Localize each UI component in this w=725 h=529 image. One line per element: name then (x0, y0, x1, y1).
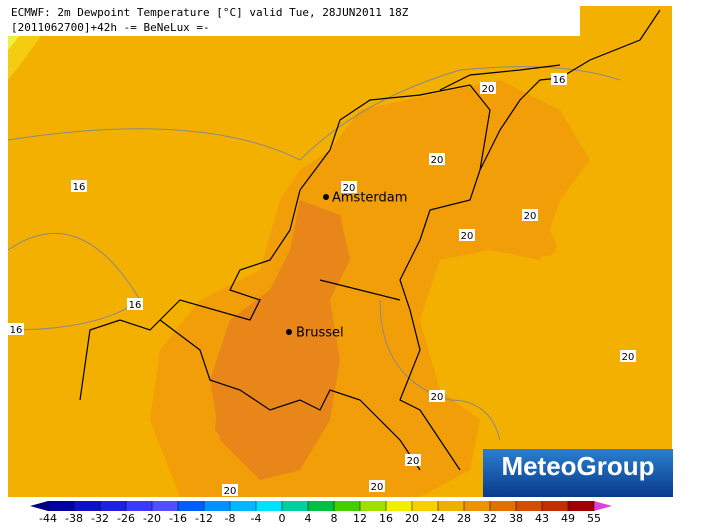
contour-label-box (369, 480, 385, 492)
legend-swatch (308, 501, 334, 511)
legend-swatch (152, 501, 178, 511)
legend-tick-label: -20 (143, 512, 161, 525)
header-line: [2011062700]+42h -= BeNeLux =- (11, 21, 210, 34)
legend-swatch (490, 501, 516, 511)
contour-label: 20 (431, 392, 444, 403)
legend-arrow (594, 501, 612, 511)
legend-swatch (464, 501, 490, 511)
contour-label: 20 (343, 183, 356, 194)
legend-swatch (230, 501, 256, 511)
legend-swatch (282, 501, 308, 511)
legend-tick-label: -32 (91, 512, 109, 525)
contour-label: 16 (553, 75, 566, 86)
contour-label: 16 (10, 325, 23, 336)
contour-label-box (71, 180, 87, 192)
contour-label-box (222, 484, 238, 496)
header-box (8, 6, 580, 36)
legend-swatch (568, 501, 594, 511)
legend-swatch (204, 501, 230, 511)
legend-tick-label: -38 (65, 512, 83, 525)
legend-swatch (126, 501, 152, 511)
legend-tick-label: -12 (195, 512, 213, 525)
legend-swatch (178, 501, 204, 511)
header-line: ECMWF: 2m Dewpoint Temperature [°C] vali… (11, 6, 409, 19)
legend-tick-label: 0 (279, 512, 286, 525)
legend-swatch (516, 501, 542, 511)
legend-tick-label: -16 (169, 512, 187, 525)
logo: MeteoGroup (501, 451, 654, 481)
contour-label: 20 (461, 231, 474, 242)
contour-label-box (480, 82, 496, 94)
contour-label: 16 (129, 300, 142, 311)
legend-swatch (360, 501, 386, 511)
contour-label: 20 (622, 352, 635, 363)
contour-label-box (551, 73, 567, 85)
legend-swatch (100, 501, 126, 511)
city-dot (323, 194, 329, 200)
legend-tick-label: -8 (225, 512, 236, 525)
legend-tick-label: 16 (379, 512, 393, 525)
shade-dark (215, 380, 300, 470)
contour-label-box (459, 229, 475, 241)
contour-label: 20 (431, 155, 444, 166)
contour-label-box (620, 350, 636, 362)
shade-orange (525, 217, 556, 256)
legend-tick-label: 49 (561, 512, 575, 525)
legend-tick-label: 12 (353, 512, 367, 525)
city-dot (286, 329, 292, 335)
logo-box (483, 449, 673, 497)
contour-label: 16 (73, 182, 86, 193)
legend-tick-label: 43 (535, 512, 549, 525)
contour-label-box (127, 298, 143, 310)
border-line (79, 9, 661, 471)
legend-swatch (256, 501, 282, 511)
city-label: Amsterdam (332, 191, 407, 206)
city-label: Brussel (296, 326, 344, 341)
contour-label-box (429, 390, 445, 402)
legend-arrow (30, 501, 48, 511)
legend-swatch (412, 501, 438, 511)
legend-swatch (334, 501, 360, 511)
legend-swatch (48, 501, 74, 511)
legend-tick-label: 20 (405, 512, 419, 525)
legend-swatch (542, 501, 568, 511)
contour-label: 20 (482, 84, 495, 95)
contour-label: 20 (224, 486, 237, 497)
contour-label-box (8, 323, 24, 335)
legend-swatch (438, 501, 464, 511)
legend-tick-label: 28 (457, 512, 471, 525)
legend-tick-label: 32 (483, 512, 497, 525)
legend-tick-label: 4 (305, 512, 312, 525)
contour-label-box (429, 153, 445, 165)
contour-label: 20 (407, 456, 420, 467)
legend-tick-label: -26 (117, 512, 135, 525)
contour-label: 20 (371, 482, 384, 493)
legend-tick-label: -44 (39, 512, 57, 525)
legend-tick-label: 55 (587, 512, 601, 525)
contour-label-box (522, 209, 538, 221)
legend-tick-label: 8 (331, 512, 338, 525)
contour-label: 20 (524, 211, 537, 222)
legend-tick-label: -4 (251, 512, 262, 525)
contour-label-box (405, 454, 421, 466)
legend-tick-label: 38 (509, 512, 523, 525)
contour-label-box (341, 181, 357, 193)
legend-swatch (74, 501, 100, 511)
legend-tick-label: 24 (431, 512, 445, 525)
legend-swatch (386, 501, 412, 511)
